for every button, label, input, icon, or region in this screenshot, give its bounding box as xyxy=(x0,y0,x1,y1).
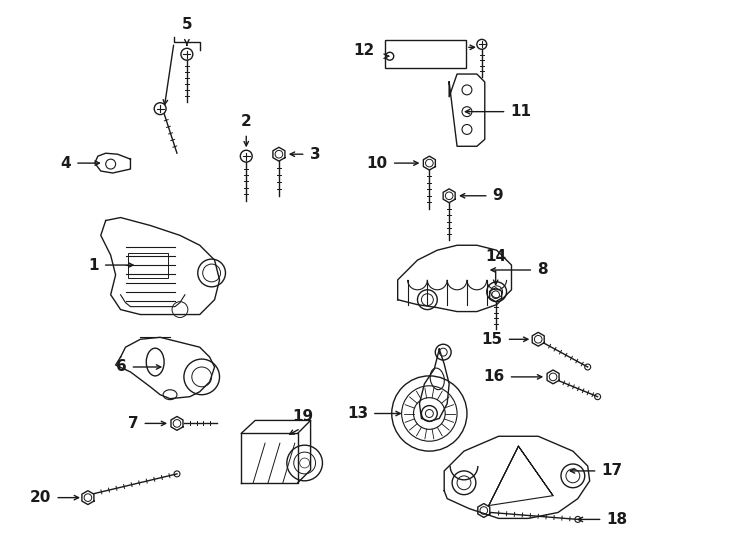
Text: 1: 1 xyxy=(88,258,99,273)
Text: 6: 6 xyxy=(116,360,126,375)
Text: 19: 19 xyxy=(292,409,313,424)
Text: 16: 16 xyxy=(483,369,504,384)
Bar xyxy=(385,40,466,68)
Text: 14: 14 xyxy=(485,249,506,264)
Text: 9: 9 xyxy=(493,188,504,203)
Text: 12: 12 xyxy=(354,43,375,58)
Text: 13: 13 xyxy=(347,406,368,421)
Text: 5: 5 xyxy=(181,17,192,32)
Text: 20: 20 xyxy=(30,490,51,505)
Text: 8: 8 xyxy=(537,262,548,278)
Text: 15: 15 xyxy=(482,332,503,347)
Text: 3: 3 xyxy=(310,147,320,161)
Text: 11: 11 xyxy=(511,104,531,119)
Text: 4: 4 xyxy=(60,156,71,171)
Text: 18: 18 xyxy=(606,512,628,527)
Text: 17: 17 xyxy=(602,463,622,478)
Bar xyxy=(128,253,168,278)
Text: 2: 2 xyxy=(241,114,252,130)
Text: 7: 7 xyxy=(128,416,139,431)
Text: 10: 10 xyxy=(367,156,388,171)
